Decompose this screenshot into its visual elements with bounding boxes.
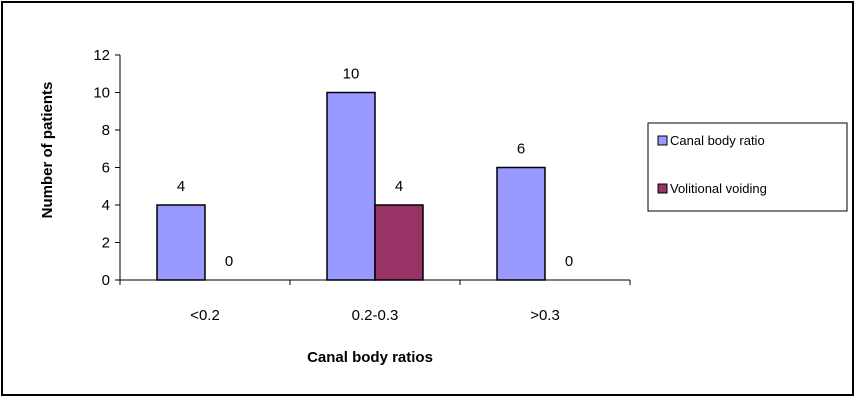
x-tick-label: >0.3 xyxy=(530,307,560,324)
legend-swatch xyxy=(657,183,668,194)
legend: Canal body ratio Volitional voiding xyxy=(647,122,848,212)
x-tick-label: 0.2-0.3 xyxy=(352,307,399,324)
data-labels: 4 10 6 0 4 0 xyxy=(177,66,573,271)
y-tick-label: 4 xyxy=(102,197,110,214)
y-tick-label: 12 xyxy=(93,47,110,64)
legend-label: Canal body ratio xyxy=(670,133,765,148)
data-label: 0 xyxy=(565,253,573,270)
legend-box xyxy=(647,122,848,212)
data-label: 0 xyxy=(225,253,233,270)
data-label: 4 xyxy=(177,178,185,195)
legend-label: Volitional voiding xyxy=(670,181,767,196)
data-label: 10 xyxy=(343,66,360,83)
x-axis-label: Canal body ratios xyxy=(307,349,433,366)
data-label: 6 xyxy=(517,141,525,158)
y-tick-label: 0 xyxy=(102,272,110,289)
bar xyxy=(374,204,424,281)
bar xyxy=(156,204,206,281)
bars xyxy=(156,91,546,281)
bar xyxy=(326,91,376,281)
x-tick-label: <0.2 xyxy=(190,307,220,324)
bar xyxy=(496,166,546,281)
y-tick-label: 10 xyxy=(93,85,110,102)
data-label: 4 xyxy=(395,178,403,195)
legend-swatch xyxy=(657,135,668,146)
y-tick-label: 2 xyxy=(102,235,110,252)
y-tick-label: 6 xyxy=(102,160,110,177)
y-axis-label: Number of patients xyxy=(39,82,56,219)
y-tick-label: 8 xyxy=(102,122,110,139)
